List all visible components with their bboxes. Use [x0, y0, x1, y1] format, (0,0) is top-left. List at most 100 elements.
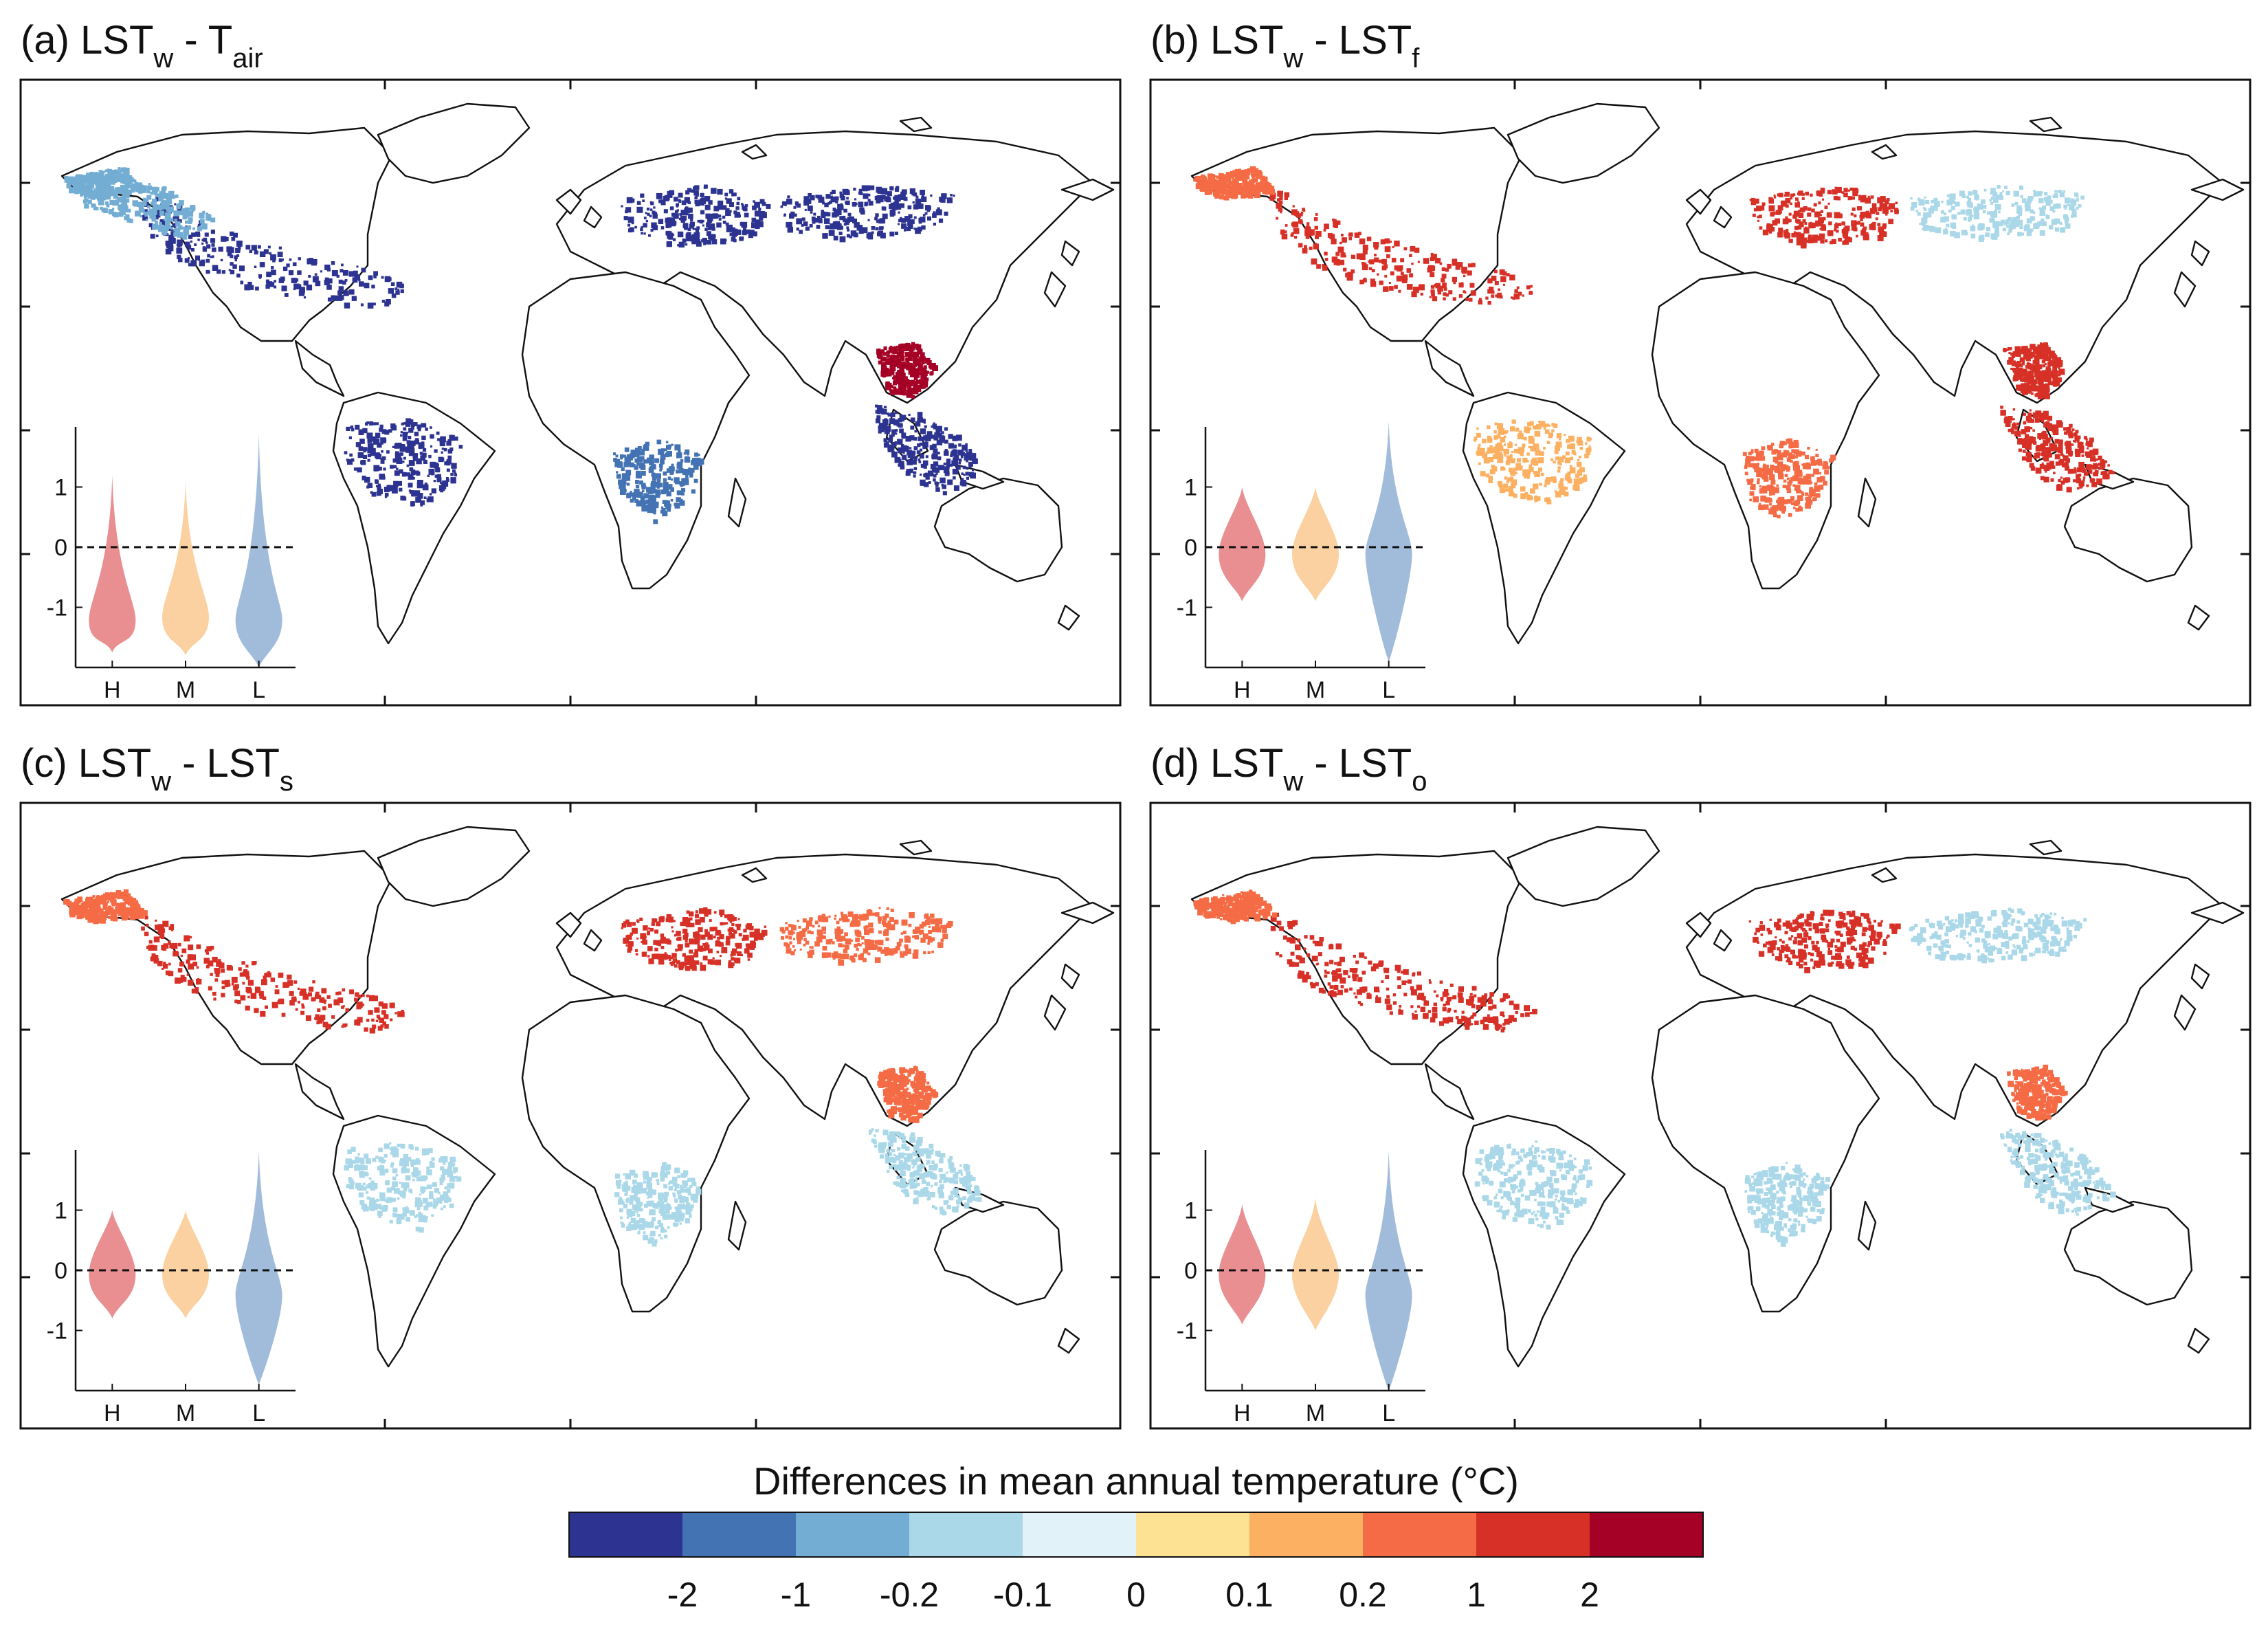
- violin-L: [1365, 1150, 1412, 1391]
- region-alaska: [64, 167, 146, 201]
- colorbar-tick-label: 0.2: [1339, 1576, 1387, 1614]
- region-siberia: [1910, 185, 2085, 242]
- colorbar-tick-label: 0.1: [1225, 1576, 1274, 1614]
- colorbar-segment: [796, 1512, 909, 1557]
- inset-xtick-label: H: [1234, 1400, 1251, 1426]
- region-alaska: [1193, 889, 1278, 925]
- inset-xtick-label: M: [1306, 1400, 1325, 1426]
- title-mid: - LST: [1303, 18, 1412, 63]
- inset-ytick-label: 0: [1184, 535, 1197, 561]
- violin-inset: 1 0 -1 H M L: [47, 427, 296, 703]
- colorbar-tick-label: -1: [781, 1576, 811, 1614]
- inset-xtick-label: M: [176, 1400, 195, 1426]
- title-subscript-2: f: [1412, 43, 1420, 74]
- title-main: LST: [78, 741, 151, 786]
- title-main: LST: [1210, 741, 1283, 786]
- colorbar-tick-label: 0: [1126, 1576, 1146, 1614]
- colorbar-tick-label: 1: [1467, 1576, 1486, 1614]
- violin-M: [1292, 1198, 1339, 1331]
- panel-a: (a) LSTw - Tair 1 0 -1 H M L: [19, 18, 1122, 707]
- violin-H: [1219, 1204, 1266, 1325]
- inset-ytick-label: -1: [1177, 595, 1197, 621]
- colorbar-title: Differences in mean annual temperature (…: [753, 1459, 1519, 1503]
- inset-xtick-label: L: [252, 1400, 265, 1426]
- violin-inset: 1 0 -1 H M L: [47, 1150, 296, 1426]
- colorbar-segment: [909, 1512, 1023, 1557]
- panel-label: (b): [1150, 18, 1210, 63]
- violin-L: [235, 1150, 282, 1385]
- region-east-china: [2003, 342, 2065, 399]
- violin-H: [1219, 487, 1266, 601]
- colorbar-frame: [568, 1512, 1704, 1558]
- region-boreal-north-america: [140, 909, 405, 1034]
- panel-c: (c) LSTw - LSTs 1 0 -1 H M L: [19, 741, 1122, 1430]
- region-southeast-asia: [2000, 406, 2115, 493]
- world-map: [1150, 80, 2250, 705]
- inset-ytick-label: 1: [1184, 1198, 1197, 1224]
- colorbar-segment: [1476, 1512, 1590, 1557]
- violin-H: [89, 1210, 136, 1318]
- panel-label: (c): [21, 741, 78, 786]
- map-ticks: [1150, 803, 2250, 1428]
- region-east-china: [877, 1065, 939, 1123]
- title-subscript-1: w: [1282, 43, 1303, 74]
- violin-inset: 1 0 -1 H M L: [1177, 421, 1425, 703]
- colorbar-segment: [1363, 1512, 1476, 1557]
- violin-M: [162, 480, 209, 656]
- panel-label: (d): [1150, 741, 1210, 786]
- panel-label: (a): [21, 18, 80, 63]
- region-boreal-north-america: [1269, 190, 1533, 305]
- colorbar-segment: [1249, 1512, 1363, 1557]
- violin-H: [89, 475, 136, 653]
- colorbar: Differences in mean annual temperature (…: [568, 1459, 1704, 1614]
- inset-xtick-label: L: [1382, 677, 1395, 703]
- region-alaska: [1193, 166, 1276, 201]
- violin-M: [1292, 487, 1339, 601]
- title-main: LST: [1210, 18, 1283, 63]
- colorbar-segment: [1590, 1512, 1703, 1557]
- colorbar-tick-label: -2: [667, 1576, 698, 1614]
- colorbar-segment: [1136, 1512, 1249, 1557]
- panel-d: (d) LSTw - LSTo 1 0 -1 H M L: [1149, 741, 2252, 1430]
- panel-b: (b) LSTw - LSTf 1 0 -1 H M L: [1149, 18, 2252, 707]
- region-amazon: [1474, 419, 1592, 505]
- region-east-china: [876, 342, 938, 399]
- inset-ytick-label: 0: [54, 1258, 67, 1284]
- colorbar-tick-label: -0.2: [880, 1576, 939, 1614]
- region-amazon: [344, 1142, 462, 1233]
- map-ticks: [1150, 80, 2250, 705]
- title-subscript-2: air: [232, 43, 263, 74]
- inset-ytick-label: 1: [1184, 475, 1197, 501]
- inset-xtick-label: M: [176, 677, 195, 703]
- inset-ytick-label: 0: [1184, 1258, 1197, 1284]
- region-europe: [621, 907, 768, 971]
- title-mid: - LST: [171, 741, 280, 786]
- region-europe: [1749, 186, 1899, 249]
- region-congo: [613, 439, 704, 524]
- region-congo: [614, 1162, 702, 1247]
- region-southeast-asia: [2000, 1129, 2116, 1216]
- region-southeast-asia: [869, 1128, 982, 1216]
- title-subscript-1: w: [151, 766, 171, 797]
- title-subscript-2: s: [280, 766, 293, 797]
- title-subscript-1: w: [153, 43, 173, 74]
- violin-L: [235, 432, 282, 667]
- violin-inset: 1 0 -1 H M L: [1177, 1150, 1425, 1426]
- panel-title: (d) LSTw - LSTo: [1150, 741, 1427, 797]
- inset-ytick-label: 0: [54, 535, 67, 561]
- colorbar-segment: [1023, 1512, 1136, 1557]
- region-amazon: [1474, 1140, 1593, 1230]
- title-subscript-1: w: [1282, 766, 1303, 797]
- region-congo: [1742, 438, 1836, 519]
- title-subscript-2: o: [1412, 766, 1427, 797]
- region-europe: [621, 184, 771, 248]
- inset-xtick-label: L: [1382, 1400, 1395, 1426]
- inset-ytick-label: 1: [54, 475, 67, 501]
- title-main: LST: [80, 18, 153, 63]
- region-siberia: [779, 907, 953, 966]
- inset-xtick-label: H: [104, 677, 121, 703]
- region-siberia: [780, 185, 955, 243]
- inset-ytick-label: -1: [47, 595, 67, 621]
- inset-ytick-label: 1: [54, 1198, 67, 1224]
